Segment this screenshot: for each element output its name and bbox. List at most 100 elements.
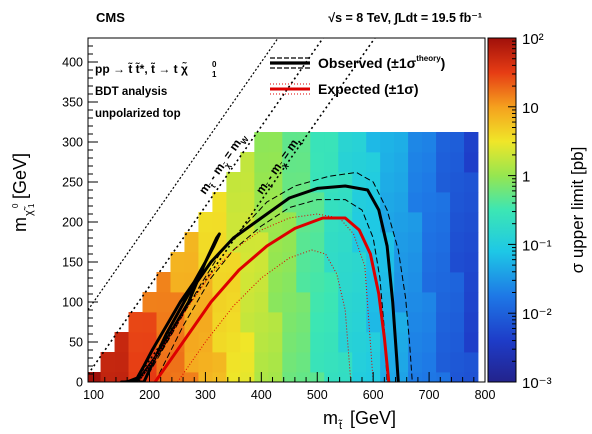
heatmap-cell (240, 332, 255, 353)
note-unpolarized: unpolarized top (95, 108, 181, 120)
contour-expected-1- (177, 249, 352, 382)
heatmap-cell (338, 252, 353, 273)
heatmap-cell (436, 172, 451, 193)
svg-text:0: 0 (11, 203, 20, 208)
heatmap-cell (464, 132, 479, 153)
heatmap-cell (450, 332, 465, 353)
heatmap-cell (310, 332, 325, 353)
colorbar-tick-label: 1 (522, 169, 530, 186)
heatmap-cell (268, 152, 283, 173)
cross-section-heatmap (88, 132, 479, 382)
x-tick-label: 400 (251, 388, 272, 402)
heatmap-cell (338, 352, 353, 373)
heatmap-cell (464, 332, 479, 353)
y-tick-label: 0 (76, 376, 83, 390)
heatmap-cell (394, 172, 409, 193)
heatmap-cell (394, 292, 409, 313)
heatmap-cell (296, 332, 311, 353)
x-axis-title: m t̃ [GeV] (323, 408, 396, 432)
heatmap-cell (408, 272, 423, 293)
y-axis: 0 50 100 150 200 250 300 350 400 (62, 37, 98, 390)
heatmap-cell (422, 352, 437, 373)
heatmap-cell (254, 332, 269, 353)
heatmap-cell (282, 272, 297, 293)
heatmap-cell (268, 252, 283, 273)
heatmap-cell (408, 132, 423, 153)
heatmap-cell (450, 372, 465, 382)
heatmap-cell (464, 272, 479, 293)
heatmap-cell (352, 292, 367, 313)
heatmap-cell (142, 292, 157, 313)
heatmap-cell (296, 352, 311, 373)
heatmap-cell (436, 152, 451, 173)
svg-text:χ̃: χ̃ (23, 206, 35, 216)
heatmap-cell (128, 332, 143, 353)
heatmap-cell (380, 152, 395, 173)
colorbar (487, 37, 517, 383)
heatmap-cell (198, 212, 213, 233)
heatmap-cell (184, 372, 199, 382)
colorbar-tick-label: 10⁻³ (522, 375, 552, 392)
heatmap-cell (366, 232, 381, 253)
heatmap-cell (170, 372, 185, 382)
heatmap-cell (464, 192, 479, 213)
heatmap-cell (450, 292, 465, 313)
heatmap-cell (240, 232, 255, 253)
heatmap-cell (366, 132, 381, 153)
heatmap-cell (450, 132, 465, 153)
heatmap-cell (170, 332, 185, 353)
heatmap-cell (422, 252, 437, 273)
process-label: pp → t̃ t̃*, t̃ → t χ̃ 0 1 (95, 60, 217, 79)
heatmap-cell (254, 292, 269, 313)
heatmap-cell (240, 292, 255, 313)
heatmap-cell (240, 172, 255, 193)
heatmap-cell (226, 172, 241, 193)
contour-expected (153, 216, 391, 382)
heatmap-cell (226, 372, 241, 382)
heatmap-cell (394, 332, 409, 353)
heatmap-cell (422, 172, 437, 193)
heatmap-cell (156, 312, 171, 333)
heatmap-cell (268, 292, 283, 313)
heatmap-cell (338, 292, 353, 313)
note-bdt: BDT analysis (95, 86, 167, 98)
heatmap-cell (324, 332, 339, 353)
heatmap-cell (296, 192, 311, 213)
heatmap-cell (282, 352, 297, 373)
heatmap-cell (184, 252, 199, 273)
heatmap-cell (254, 272, 269, 293)
heatmap-cell (88, 372, 101, 382)
heatmap-cell (324, 292, 339, 313)
heatmap-cell (394, 132, 409, 153)
heatmap-cell (324, 232, 339, 253)
legend: pp → t̃ t̃*, t̃ → t χ̃ 0 1 BDT analysis … (95, 54, 445, 120)
heatmap-cell (436, 312, 451, 333)
heatmap-cell (436, 332, 451, 353)
y-tick-label: 200 (62, 216, 83, 230)
heatmap-cell (436, 252, 451, 273)
heatmap-cell (114, 332, 129, 353)
y-tick-label: 400 (62, 56, 83, 70)
heatmap-cell (310, 312, 325, 333)
legend-observed: Observed (±1σtheory) (270, 54, 445, 71)
heatmap-cell (436, 192, 451, 213)
heatmap-cell (436, 352, 451, 373)
heatmap-cell (254, 352, 269, 373)
heatmap-cell (394, 232, 409, 253)
heatmap-cell (296, 232, 311, 253)
heatmap-cell (100, 352, 115, 373)
heatmap-cell (464, 152, 479, 173)
heatmap-cell (422, 292, 437, 313)
heatmap-cell (352, 272, 367, 293)
heatmap-cell (380, 192, 395, 213)
heatmap-cell (352, 152, 367, 173)
svg-text:0: 0 (212, 60, 217, 69)
heatmap-cell (450, 212, 465, 233)
heatmap-cell (464, 372, 479, 382)
heatmap-cell (310, 132, 325, 153)
heatmap-cell (226, 212, 241, 233)
heatmap-cell (156, 372, 171, 382)
heatmap-cell (450, 312, 465, 333)
heatmap-cell (128, 352, 143, 373)
heatmap-cell (408, 212, 423, 233)
